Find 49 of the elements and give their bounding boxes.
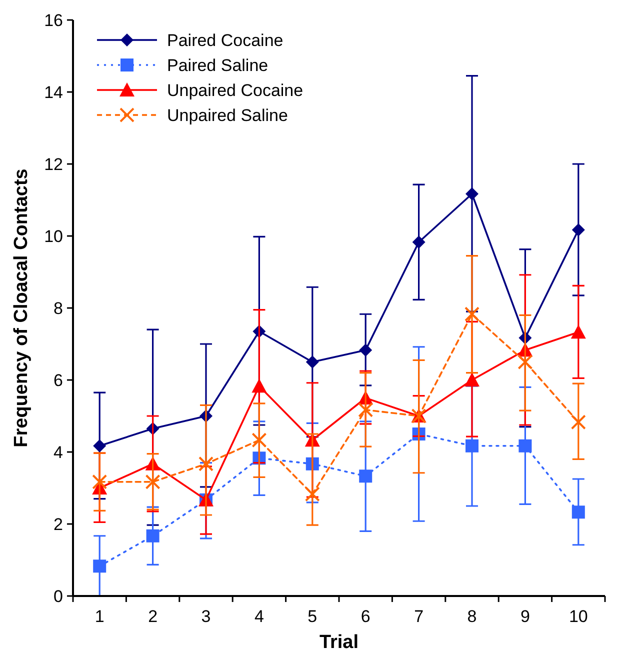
y-tick-label: 10	[44, 226, 63, 246]
point	[518, 439, 532, 452]
legend-label: Unpaired Cocaine	[167, 80, 304, 100]
point	[92, 474, 108, 490]
point	[570, 324, 586, 339]
point	[93, 560, 106, 573]
y-tick-label: 16	[44, 10, 63, 30]
x-tick-label: 8	[467, 607, 477, 626]
x-tick-label: 3	[201, 607, 211, 626]
point	[146, 529, 160, 542]
y-tick-label: 8	[54, 298, 63, 318]
y-tick-label: 0	[54, 586, 63, 606]
point	[572, 223, 585, 236]
point	[572, 506, 585, 519]
y-axis-title: Frequency of Cloacal Contacts	[11, 168, 32, 448]
point	[570, 414, 586, 430]
legend-label: Paired Saline	[167, 56, 268, 75]
legend-label: Paired Cocaine	[167, 30, 284, 50]
point	[466, 439, 478, 452]
point	[464, 372, 480, 386]
point	[306, 356, 319, 368]
x-tick-label: 1	[94, 607, 104, 626]
point	[464, 306, 480, 322]
point	[412, 236, 426, 249]
x-tick-label: 7	[414, 607, 424, 626]
x-tick-label: 5	[308, 607, 318, 626]
point	[359, 470, 372, 483]
y-tick-label: 6	[54, 370, 63, 390]
point	[93, 439, 106, 452]
point	[304, 486, 320, 502]
y-tick-label: 14	[44, 82, 63, 102]
y-tick-label: 2	[54, 514, 63, 534]
point	[358, 402, 374, 418]
point	[145, 474, 160, 490]
x-tick-label: 2	[148, 607, 158, 626]
x-axis-title: Trial	[319, 632, 359, 653]
x-tick-label: 10	[568, 607, 588, 626]
y-tick-label: 12	[44, 154, 63, 174]
x-tick-label: 9	[520, 607, 530, 626]
point	[518, 354, 533, 370]
y-tick-label: 4	[54, 442, 63, 462]
point	[466, 187, 478, 200]
legend-label: Unpaired Saline	[167, 106, 288, 125]
point	[252, 432, 267, 448]
x-tick-label: 6	[360, 607, 370, 626]
x-tick-label: 4	[254, 607, 264, 626]
point	[252, 378, 267, 393]
point	[359, 344, 372, 357]
point	[198, 456, 214, 472]
